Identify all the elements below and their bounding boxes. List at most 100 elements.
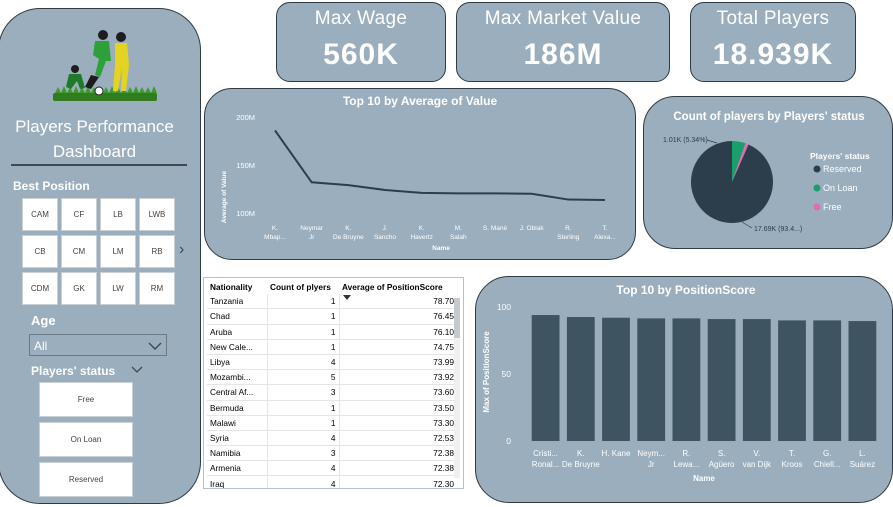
age-dropdown[interactable]: All bbox=[29, 334, 167, 356]
sidebar: Players Performance Dashboard Best Posit… bbox=[0, 8, 201, 504]
cell-avg-score: 72.38 bbox=[338, 445, 457, 462]
cell-avg-score: 73.92 bbox=[338, 369, 457, 386]
table-row[interactable]: Libya 4 73.99 bbox=[207, 354, 457, 371]
cell-avg-score: 76.45 bbox=[338, 308, 457, 325]
cell-count: 3 bbox=[266, 445, 339, 462]
position-button-lwb[interactable]: LWB bbox=[139, 198, 175, 231]
table-header-row: Nationality Count of plyers Average of P… bbox=[207, 280, 457, 300]
bar-chart-title: Top 10 by PositionScore bbox=[616, 283, 755, 297]
pie-slice-on-loan[interactable] bbox=[732, 141, 746, 182]
table-header-count[interactable]: Count of plyers bbox=[270, 282, 331, 293]
dashboard-title-line1: Players Performance bbox=[15, 117, 174, 136]
cell-count: 5 bbox=[266, 369, 339, 386]
bar[interactable] bbox=[813, 320, 842, 441]
position-button-cam[interactable]: CAM bbox=[22, 198, 58, 231]
cell-nationality: Iraq bbox=[207, 475, 267, 488]
table-row[interactable]: New Cale... 1 74.75 bbox=[207, 339, 457, 355]
table-header-avg-score[interactable]: Average of PositionScore bbox=[339, 280, 457, 300]
position-button-rm[interactable]: RM bbox=[139, 272, 175, 305]
bar-chart-ylabel: Max of PositionScore bbox=[482, 331, 491, 413]
bar-x-tick: L. Suárez bbox=[850, 449, 875, 469]
table-row[interactable]: Mozambi... 5 73.92 bbox=[207, 369, 457, 386]
bar[interactable] bbox=[707, 319, 736, 441]
chevron-down-icon bbox=[148, 342, 162, 350]
cell-avg-score: 74.75 bbox=[338, 339, 457, 355]
status-button-free[interactable]: Free bbox=[39, 382, 133, 417]
position-button-lw[interactable]: LW bbox=[100, 272, 136, 305]
bar-y-tick: 0 bbox=[506, 436, 511, 446]
bar-x-tick: R. Lewa... bbox=[674, 449, 700, 469]
position-button-lm[interactable]: LM bbox=[100, 235, 136, 268]
cell-avg-score: 73.30 bbox=[338, 415, 457, 431]
cell-avg-score: 73.99 bbox=[338, 354, 457, 371]
position-button-gk[interactable]: GK bbox=[61, 272, 97, 305]
line-x-tick: R. Sterling bbox=[557, 225, 579, 241]
position-button-cdm[interactable]: CDM bbox=[22, 272, 58, 305]
bar[interactable] bbox=[672, 318, 701, 441]
pie-chart-title: Count of players by Players' status bbox=[673, 111, 864, 123]
bar-x-tick: V. van Dijk bbox=[743, 449, 772, 469]
pie-label-small: 1.01K (5.34%) bbox=[663, 137, 708, 144]
legend-label[interactable]: Free bbox=[823, 202, 842, 212]
pie-chart: Count of players by Players' status 1.01… bbox=[663, 111, 870, 233]
legend-marker bbox=[813, 184, 821, 192]
cell-nationality: Namibia bbox=[207, 445, 267, 462]
legend-marker bbox=[813, 203, 821, 211]
line-x-tick: T. Alexa... bbox=[594, 225, 616, 241]
table-row[interactable]: Chad 1 76.45 bbox=[207, 308, 457, 325]
table-row[interactable]: Namibia 3 72.38 bbox=[207, 445, 457, 462]
position-button-cm[interactable]: CM bbox=[61, 235, 97, 268]
cell-count: 1 bbox=[266, 308, 339, 325]
line-x-tick: M. Salah bbox=[450, 225, 467, 241]
cell-avg-score: 72.30 bbox=[338, 475, 457, 488]
legend-label[interactable]: Reserved bbox=[823, 164, 862, 174]
bar[interactable] bbox=[531, 315, 560, 441]
pie-leader-small bbox=[706, 139, 718, 144]
table-scrollbar-thumb[interactable] bbox=[454, 298, 460, 338]
soccer-players-logo bbox=[53, 30, 157, 101]
table-row[interactable]: Malawi 1 73.30 bbox=[207, 415, 457, 431]
cell-count: 1 bbox=[266, 294, 339, 310]
players-status-label: Players' status bbox=[31, 364, 116, 378]
bar[interactable] bbox=[778, 320, 806, 441]
cell-nationality: Syria bbox=[207, 430, 267, 447]
table-row[interactable]: Iraq 4 72.30 bbox=[207, 475, 457, 488]
bar[interactable] bbox=[742, 319, 771, 441]
line-x-tick: K. Havertz bbox=[410, 225, 432, 241]
pie-chart-panel: Count of players by Players' status 1.01… bbox=[643, 96, 893, 249]
status-button-on-loan[interactable]: On Loan bbox=[39, 422, 133, 457]
kpi-value: 18.939K bbox=[712, 38, 834, 71]
table-row[interactable]: Armenia 4 72.38 bbox=[207, 460, 457, 477]
bar[interactable] bbox=[637, 318, 666, 441]
table-row[interactable]: Aruba 1 76.10 bbox=[207, 324, 457, 340]
bar[interactable] bbox=[566, 317, 595, 441]
position-button-lb[interactable]: LB bbox=[100, 198, 136, 231]
legend-label[interactable]: On Loan bbox=[823, 183, 858, 193]
line-y-tick: 100M bbox=[236, 209, 255, 218]
pie-slice-free[interactable] bbox=[732, 143, 749, 182]
position-button-cf[interactable]: CF bbox=[61, 198, 97, 231]
position-button-rb[interactable]: RB bbox=[139, 235, 175, 268]
chevron-down-icon[interactable] bbox=[131, 366, 143, 374]
cell-avg-score: 73.50 bbox=[338, 400, 457, 416]
table-row[interactable]: Syria 4 72.53 bbox=[207, 430, 457, 447]
table-row[interactable]: Central Af... 3 73.60 bbox=[207, 384, 457, 401]
cell-nationality: Armenia bbox=[207, 460, 267, 477]
cell-nationality: Mozambi... bbox=[207, 369, 267, 386]
bar-x-tick: S. Agüero bbox=[709, 449, 735, 469]
table-row[interactable]: Bermuda 1 73.50 bbox=[207, 400, 457, 416]
cell-nationality: Bermuda bbox=[207, 400, 267, 416]
dashboard-title-line2: Dashboard bbox=[52, 142, 137, 161]
position-button-cb[interactable]: CB bbox=[22, 235, 58, 268]
pie-legend-title: Players' status bbox=[810, 151, 870, 161]
bar[interactable] bbox=[602, 317, 630, 441]
pie-slice-reserved[interactable] bbox=[691, 141, 773, 223]
dashboard-title: Players Performance Dashboard bbox=[0, 114, 190, 164]
nationality-table: Nationality Count of plyers Average of P… bbox=[203, 277, 464, 489]
table-row[interactable]: Tanzania 1 78.70 bbox=[207, 294, 457, 310]
table-header-nationality[interactable]: Nationality bbox=[210, 282, 253, 293]
positions-next-page-icon[interactable]: › bbox=[179, 241, 185, 258]
table-scrollbar[interactable] bbox=[454, 298, 460, 478]
status-button-reserved[interactable]: Reserved bbox=[39, 462, 133, 497]
bar[interactable] bbox=[848, 321, 877, 441]
